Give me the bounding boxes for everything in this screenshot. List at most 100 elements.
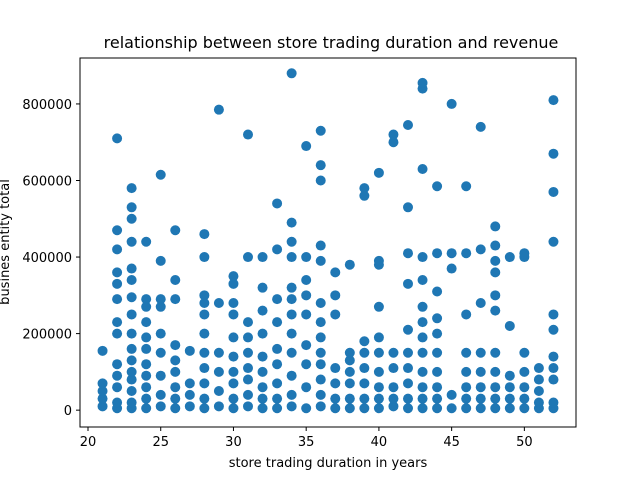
- data-point: [228, 366, 239, 377]
- data-point: [155, 370, 166, 381]
- data-point: [257, 382, 268, 393]
- data-point: [417, 301, 428, 312]
- data-point: [490, 305, 501, 316]
- data-point: [301, 359, 312, 370]
- data-point: [490, 221, 501, 232]
- data-point: [461, 366, 472, 377]
- data-point: [432, 366, 443, 377]
- y-axis-label: busines entity total: [0, 179, 13, 305]
- data-point: [257, 252, 268, 263]
- data-point: [548, 397, 559, 408]
- data-point: [126, 355, 137, 366]
- data-point: [97, 345, 108, 356]
- data-point: [548, 324, 559, 335]
- data-point: [388, 363, 399, 374]
- data-point: [286, 252, 297, 263]
- data-point: [228, 309, 239, 320]
- data-point: [432, 286, 443, 297]
- data-point: [315, 401, 326, 412]
- data-point: [199, 378, 210, 389]
- data-point: [475, 347, 486, 358]
- data-point: [126, 183, 137, 194]
- data-point: [286, 309, 297, 320]
- data-point: [475, 403, 486, 414]
- data-point: [475, 366, 486, 377]
- data-point: [359, 347, 370, 358]
- data-point: [126, 343, 137, 354]
- y-tick-label: 800000: [22, 98, 72, 113]
- data-point: [490, 255, 501, 266]
- data-point: [504, 370, 515, 381]
- data-point: [504, 382, 515, 393]
- data-point: [330, 363, 341, 374]
- data-point: [432, 403, 443, 414]
- data-point: [315, 255, 326, 266]
- y-axis: 0 200000 400000 600000 800000: [22, 98, 80, 419]
- data-point: [373, 167, 384, 178]
- data-point: [213, 366, 224, 377]
- data-point: [504, 403, 515, 414]
- data-point: [199, 229, 210, 240]
- data-point: [490, 290, 501, 301]
- data-point: [504, 252, 515, 263]
- data-point: [417, 347, 428, 358]
- data-point: [272, 403, 283, 414]
- data-point: [344, 378, 355, 389]
- data-point: [112, 133, 123, 144]
- data-point: [315, 374, 326, 385]
- data-point: [184, 401, 195, 412]
- data-point: [286, 282, 297, 293]
- data-point: [170, 275, 181, 286]
- data-point: [170, 355, 181, 366]
- data-point: [315, 160, 326, 171]
- data-point: [243, 363, 253, 374]
- data-point: [475, 244, 486, 255]
- y-tick-label: 200000: [22, 328, 72, 343]
- data-point: [403, 347, 413, 358]
- data-point: [243, 252, 253, 263]
- data-point: [170, 403, 181, 414]
- data-point: [141, 370, 152, 381]
- data-point: [170, 382, 181, 393]
- data-point: [388, 401, 399, 412]
- data-point: [170, 294, 181, 305]
- data-point: [97, 378, 108, 389]
- data-point: [301, 141, 312, 152]
- data-point: [548, 374, 559, 385]
- data-point: [403, 403, 413, 414]
- data-point: [184, 389, 195, 400]
- data-point: [432, 393, 443, 404]
- data-point: [170, 340, 181, 351]
- data-point: [155, 328, 166, 339]
- data-point: [301, 403, 312, 414]
- data-point: [373, 301, 384, 312]
- x-axis: 20 25 30 35 40 45 50: [80, 427, 533, 450]
- data-point: [461, 382, 472, 393]
- data-point: [359, 363, 370, 374]
- data-point: [228, 378, 239, 389]
- data-point: [359, 378, 370, 389]
- data-point: [315, 297, 326, 308]
- data-point: [126, 275, 137, 286]
- data-point: [213, 104, 224, 115]
- data-point: [315, 240, 326, 251]
- data-point: [126, 397, 137, 408]
- data-point: [417, 317, 428, 328]
- data-point: [112, 267, 123, 278]
- data-point: [548, 186, 559, 197]
- data-point: [257, 403, 268, 414]
- data-point: [330, 267, 341, 278]
- data-point: [373, 382, 384, 393]
- x-tick-label: 50: [516, 435, 533, 450]
- data-point: [112, 244, 123, 255]
- data-point: [548, 236, 559, 247]
- x-tick-label: 30: [225, 435, 242, 450]
- chart-title: relationship between store trading durat…: [104, 33, 559, 52]
- data-point: [475, 382, 486, 393]
- data-point: [315, 125, 326, 136]
- data-point: [344, 366, 355, 377]
- data-point: [141, 294, 152, 305]
- data-point: [315, 317, 326, 328]
- y-tick-label: 400000: [22, 251, 72, 266]
